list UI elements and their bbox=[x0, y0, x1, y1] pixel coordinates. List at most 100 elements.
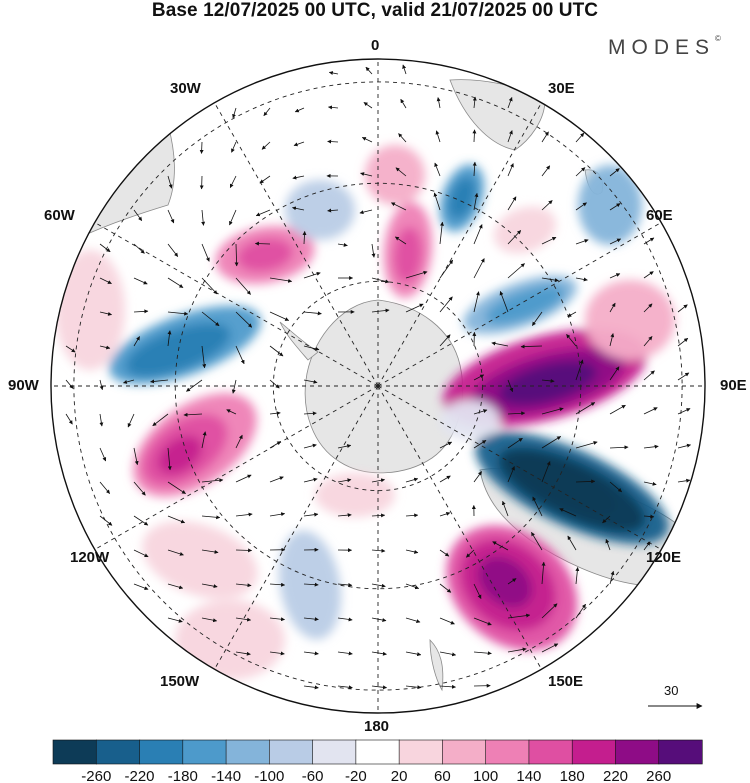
wind-arrow bbox=[65, 379, 74, 389]
wind-arrow bbox=[254, 241, 271, 246]
wind-arrow bbox=[492, 541, 509, 551]
wind-arrow bbox=[235, 548, 253, 553]
wind-arrow bbox=[609, 570, 615, 585]
wind-arrow bbox=[361, 137, 373, 143]
wind-arrow bbox=[439, 259, 454, 279]
wind-arrow bbox=[303, 617, 319, 622]
wind-arrow bbox=[235, 474, 252, 483]
wind-arrow bbox=[167, 447, 172, 471]
wind-arrow bbox=[201, 311, 220, 327]
wind-arrow bbox=[499, 291, 509, 313]
wind-arrow bbox=[507, 466, 515, 483]
wind-arrow bbox=[507, 437, 523, 449]
wind-arrow bbox=[473, 583, 482, 599]
meridian-line bbox=[377, 102, 542, 387]
wind-arrow bbox=[541, 277, 559, 283]
anomaly-cell bbox=[278, 530, 342, 640]
wind-arrow bbox=[541, 561, 546, 585]
wind-arrow bbox=[677, 337, 689, 347]
wind-arrow bbox=[235, 277, 251, 295]
wind-arrow bbox=[133, 583, 149, 590]
wind-arrow bbox=[303, 512, 319, 517]
wind-arrow bbox=[235, 617, 252, 622]
wind-arrow bbox=[292, 206, 305, 211]
anomaly-cell bbox=[440, 400, 500, 440]
wind-arrow bbox=[472, 129, 477, 143]
wind-arrow bbox=[398, 133, 407, 143]
wind-arrow bbox=[541, 461, 551, 483]
wind-arrow bbox=[99, 413, 104, 427]
wind-arrow bbox=[609, 273, 621, 279]
wind-arrow bbox=[167, 617, 183, 623]
wind-arrow bbox=[394, 236, 407, 245]
wind-arrow bbox=[303, 345, 320, 351]
wind-vector-field bbox=[65, 64, 691, 690]
wind-arrow bbox=[643, 541, 651, 551]
wind-arrow bbox=[371, 583, 386, 588]
wind-arrow bbox=[472, 161, 477, 177]
anomaly-cell bbox=[499, 361, 597, 405]
wind-arrow bbox=[269, 651, 285, 656]
wind-arrow bbox=[473, 192, 479, 211]
wind-arrow bbox=[201, 583, 218, 589]
meridian-line bbox=[214, 102, 379, 387]
wind-arrow bbox=[371, 651, 387, 656]
wind-arrow bbox=[167, 175, 173, 189]
longitude-label: 0 bbox=[371, 37, 380, 54]
wind-arrow bbox=[575, 567, 580, 585]
wind-arrow bbox=[541, 236, 557, 245]
wind-arrow bbox=[677, 304, 688, 313]
wind-arrow bbox=[609, 238, 622, 245]
wind-arrow bbox=[507, 163, 514, 177]
anomaly-cell bbox=[315, 473, 395, 517]
wind-arrow bbox=[473, 291, 480, 313]
wind-arrow bbox=[609, 203, 621, 211]
wind-arrow bbox=[303, 582, 319, 587]
wind-arrow bbox=[643, 407, 658, 415]
wind-arrow bbox=[507, 613, 531, 619]
wind-arrow bbox=[541, 378, 555, 383]
wind-arrow bbox=[541, 603, 558, 619]
wind-arrow bbox=[405, 477, 419, 483]
anomaly-cell bbox=[285, 180, 355, 240]
wind-arrow bbox=[677, 478, 691, 483]
wind-arrow bbox=[133, 481, 146, 496]
wind-arrow bbox=[643, 336, 653, 347]
wind-arrow bbox=[473, 651, 492, 656]
graticule bbox=[51, 59, 705, 713]
wind-arrow bbox=[365, 66, 373, 75]
wind-arrow bbox=[609, 445, 629, 450]
wind-arrow bbox=[541, 407, 564, 415]
wind-arrow bbox=[337, 582, 353, 587]
wind-arrow bbox=[643, 237, 655, 245]
wind-arrow bbox=[532, 496, 543, 517]
wind-arrow bbox=[263, 107, 271, 117]
wind-arrow bbox=[677, 408, 691, 415]
wind-arrow bbox=[371, 308, 390, 313]
wind-arrow bbox=[99, 243, 111, 253]
wind-arrow bbox=[473, 258, 485, 279]
modes-logo: MODES© bbox=[608, 34, 721, 60]
new-zealand-landmass bbox=[429, 639, 444, 692]
wind-arrow bbox=[609, 333, 615, 347]
wind-arrow bbox=[167, 330, 172, 347]
anomaly-cell bbox=[237, 238, 293, 272]
longitude-label: 60E bbox=[646, 207, 673, 224]
wind-arrow bbox=[167, 311, 189, 316]
wind-arrow bbox=[405, 303, 424, 313]
wind-arrow bbox=[602, 515, 611, 524]
wind-arrow bbox=[133, 549, 149, 558]
map-boundary bbox=[50, 58, 706, 714]
wind-arrow bbox=[133, 515, 149, 526]
wind-arrow bbox=[643, 444, 659, 449]
wind-arrow bbox=[575, 603, 586, 619]
wind-arrow bbox=[294, 107, 305, 113]
wind-arrow bbox=[575, 132, 585, 143]
longitude-label: 90W bbox=[8, 377, 39, 394]
wind-arrow bbox=[167, 481, 186, 495]
wind-arrow bbox=[473, 471, 483, 483]
wind-arrow bbox=[186, 379, 203, 392]
wind-arrow bbox=[395, 167, 407, 177]
wind-arrow bbox=[328, 71, 339, 75]
